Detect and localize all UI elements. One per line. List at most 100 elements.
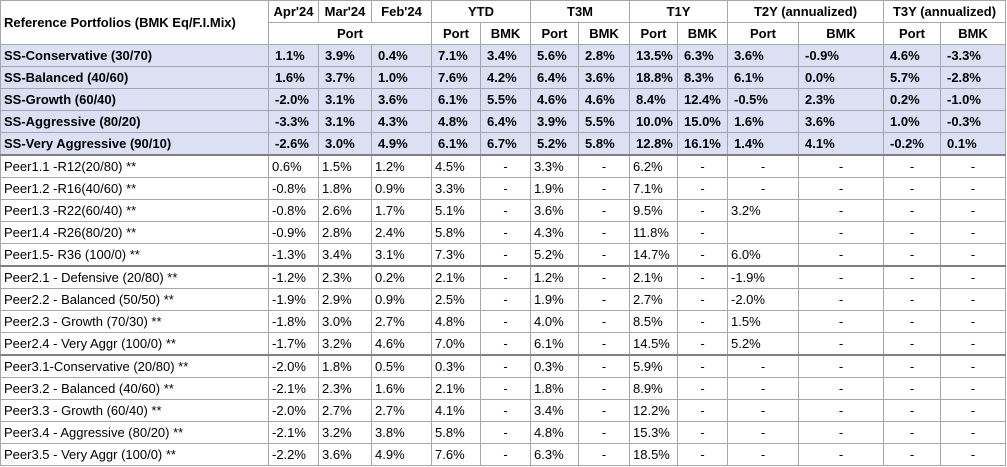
table-cell: 4.3%	[371, 110, 432, 133]
table-cell: -1.9%	[727, 265, 799, 289]
table-cell: -	[480, 443, 531, 466]
portfolio-name: Peer2.3 - Growth (70/30) **	[0, 310, 269, 333]
table-cell: -	[883, 221, 941, 244]
table-body: SS-Conservative (30/70) 1.1% 3.9% 0.4% 7.1% 3…	[0, 44, 1006, 466]
table-cell: -	[883, 199, 941, 222]
table-cell: 1.8%	[318, 354, 372, 378]
table-cell: 3.3%	[431, 177, 481, 200]
column-header-feb-24: Feb'24	[371, 0, 432, 23]
table-cell: 3.7%	[318, 66, 372, 89]
table-cell: -	[940, 154, 1006, 178]
table-cell: 2.8%	[578, 44, 630, 67]
table-row: SS-Conservative (30/70) 1.1% 3.9% 0.4% 7.1% 3…	[0, 44, 1006, 67]
table-cell: -	[883, 421, 941, 444]
portfolio-name: SS-Growth (60/40)	[0, 88, 269, 111]
table-cell: -	[480, 243, 531, 267]
table-cell: -2.6%	[268, 132, 319, 156]
table-cell: -2.1%	[268, 377, 319, 400]
table-cell: 1.2%	[530, 265, 579, 289]
table-cell: 10.0%	[629, 110, 678, 133]
table-cell: 12.2%	[629, 399, 678, 422]
table-cell: -	[940, 421, 1006, 444]
table-cell: 3.4%	[480, 44, 531, 67]
table-cell: 6.0%	[727, 243, 799, 267]
table-cell: -	[480, 354, 531, 378]
table-row: SS-Very Aggressive (90/10) -2.6% 3.0% 4.9% 6…	[0, 132, 1006, 156]
portfolio-name: Peer3.1-Conservative (20/80) **	[0, 354, 269, 378]
table-cell: 4.6%	[530, 88, 579, 111]
table-cell: 2.1%	[629, 265, 678, 289]
table-cell: -	[480, 154, 531, 178]
table-cell: -	[798, 443, 884, 466]
table-cell: -	[940, 354, 1006, 378]
portfolio-name: Peer3.4 - Aggressive (80/20) **	[0, 421, 269, 444]
table-cell: -	[677, 243, 728, 267]
table-cell: 18.8%	[629, 66, 678, 89]
table-cell: -1.7%	[268, 332, 319, 356]
subheader-bmk: BMK	[940, 22, 1006, 45]
table-header: Reference Portfolios (BMK Eq/F.I.Mix) Ap…	[0, 0, 1006, 45]
table-cell: -	[727, 154, 799, 178]
table-cell: 6.2%	[629, 154, 678, 178]
table-cell: -	[480, 377, 531, 400]
table-cell: 1.5%	[318, 154, 372, 178]
table-cell: 6.3%	[677, 44, 728, 67]
subheader-port: Port	[268, 22, 432, 45]
subheader-port: Port	[629, 22, 678, 45]
table-cell: -	[883, 354, 941, 378]
table-cell: 5.9%	[629, 354, 678, 378]
table-cell: -0.8%	[268, 177, 319, 200]
column-header-apr-24: Apr'24	[268, 0, 319, 23]
table-cell: 6.1%	[431, 132, 481, 156]
table-cell: -	[940, 332, 1006, 356]
portfolio-name: Peer1.2 -R16(40/60) **	[0, 177, 269, 200]
portfolio-name: Peer3.3 - Growth (60/40) **	[0, 399, 269, 422]
table-cell: -	[727, 421, 799, 444]
table-cell: -	[883, 310, 941, 333]
table-cell: 1.6%	[371, 377, 432, 400]
table-cell: -	[940, 199, 1006, 222]
table-cell: -	[578, 377, 630, 400]
table-cell: 11.8%	[629, 221, 678, 244]
table-cell: 9.5%	[629, 199, 678, 222]
table-cell: 1.9%	[530, 177, 579, 200]
table-cell: -	[798, 332, 884, 356]
table-cell: -	[940, 288, 1006, 311]
table-cell: 3.0%	[318, 132, 372, 156]
table-cell: -0.3%	[940, 110, 1006, 133]
table-cell: 3.1%	[318, 88, 372, 111]
table-row: Peer1.5- R36 (100/0) ** -1.3% 3.4% 3.1% 7.3%…	[0, 243, 1006, 267]
table-cell: 3.6%	[798, 110, 884, 133]
table-row: Peer3.4 - Aggressive (80/20) ** -2.1% 3.2%…	[0, 421, 1006, 444]
table-cell: 2.7%	[371, 399, 432, 422]
portfolio-name: SS-Balanced (40/60)	[0, 66, 269, 89]
table-cell: 1.9%	[530, 288, 579, 311]
table-cell: 5.8%	[431, 421, 481, 444]
table-cell: -	[578, 177, 630, 200]
table-cell: -	[940, 310, 1006, 333]
table-cell: 3.0%	[318, 310, 372, 333]
table-cell: 1.8%	[530, 377, 579, 400]
table-cell: -	[883, 265, 941, 289]
table-cell: -	[940, 443, 1006, 466]
table-cell: -	[798, 354, 884, 378]
table-row: Peer3.2 - Balanced (40/60) ** -2.1% 2.3% 1.…	[0, 377, 1006, 400]
table-row: Peer3.1-Conservative (20/80) ** -2.0% 1.8%…	[0, 354, 1006, 378]
table-cell: -	[798, 265, 884, 289]
table-cell: 3.8%	[371, 421, 432, 444]
table-cell: 1.2%	[371, 154, 432, 178]
table-cell: 7.0%	[431, 332, 481, 356]
table-cell: 8.9%	[629, 377, 678, 400]
table-cell: -	[677, 354, 728, 378]
column-header-mar-24: Mar'24	[318, 0, 372, 23]
table-cell: -	[578, 288, 630, 311]
table-cell: -0.2%	[883, 132, 941, 156]
table-cell: 3.2%	[318, 421, 372, 444]
table-cell: 16.1%	[677, 132, 728, 156]
table-cell: 6.1%	[431, 88, 481, 111]
table-cell: -0.9%	[798, 44, 884, 67]
table-cell: -	[480, 399, 531, 422]
table-cell: 3.6%	[578, 66, 630, 89]
table-cell: -	[727, 443, 799, 466]
subheader-bmk: BMK	[798, 22, 884, 45]
